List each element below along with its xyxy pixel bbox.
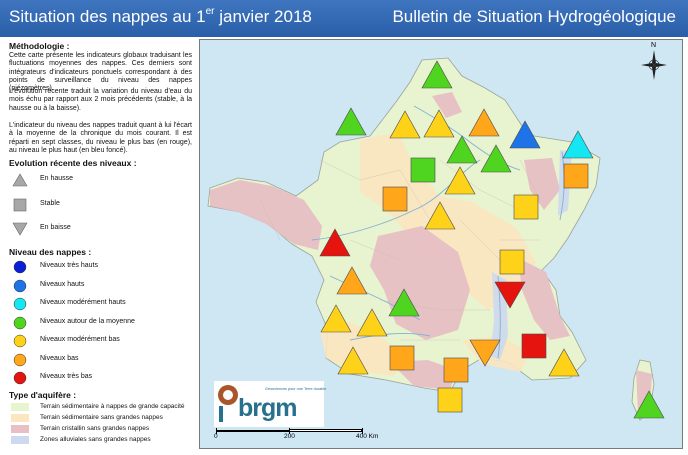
level-item: Niveaux autour de la moyenne xyxy=(12,316,198,330)
groundwater-indicator-falling xyxy=(470,340,500,366)
evolution-item-stable: Stable xyxy=(12,198,198,212)
groundwater-indicator-stable xyxy=(383,187,407,211)
evolution-title: Evolution récente des niveaux : xyxy=(9,158,137,168)
circle-icon xyxy=(12,297,28,311)
level-label: Niveaux hauts xyxy=(40,281,84,288)
groundwater-indicator-rising xyxy=(447,136,477,163)
circle-icon xyxy=(12,316,28,330)
circle-icon xyxy=(12,260,28,274)
groundwater-indicator-stable xyxy=(444,358,468,382)
brgm-logo-icon xyxy=(217,384,239,424)
level-label: Niveaux modérément bas xyxy=(40,336,120,343)
methodology-title: Méthodologie : xyxy=(9,41,69,51)
evolution-label: Stable xyxy=(40,200,60,207)
aquifer-label: Terrain sédimentaire à nappes de grande … xyxy=(40,403,185,410)
groundwater-indicator-rising xyxy=(563,131,593,158)
groundwater-indicator-rising xyxy=(336,108,366,135)
aquifer-swatch xyxy=(11,436,29,444)
logo-tagline: Géosciences pour une Terre durable xyxy=(265,387,326,391)
title-bar: Situation des nappes au 1er janvier 2018… xyxy=(0,0,688,37)
groundwater-indicator-rising xyxy=(338,347,368,374)
aquifer-label: Terrain cristallin sans grandes nappes xyxy=(40,425,149,432)
logo-wordmark: brgm xyxy=(238,394,297,423)
groundwater-indicator-rising xyxy=(357,309,387,336)
aquifer-label: Zones alluviales sans grandes nappes xyxy=(40,436,151,443)
groundwater-indicator-rising xyxy=(469,109,499,136)
groundwater-indicator-rising xyxy=(422,61,452,88)
groundwater-indicator-stable xyxy=(522,334,546,358)
groundwater-indicator-stable xyxy=(411,158,435,182)
scale-bar: 0 200 400 Km xyxy=(214,428,364,448)
level-label: Niveaux très bas xyxy=(40,373,92,380)
level-item: Niveaux modérément hauts xyxy=(12,297,198,311)
groundwater-indicator-falling xyxy=(495,282,525,308)
legend-panel: Méthodologie : Cette carte présente les … xyxy=(0,37,198,455)
groundwater-indicator-rising xyxy=(389,289,419,316)
scale-label-0: 0 xyxy=(214,433,218,440)
circle-icon xyxy=(12,279,28,293)
title-sup: er xyxy=(206,6,215,17)
level-item: Niveaux très bas xyxy=(12,371,198,385)
groundwater-indicator-stable xyxy=(390,346,414,370)
methodology-paragraph-2: L'évolution récente traduit la variation… xyxy=(9,88,192,113)
level-item: Niveaux très hauts xyxy=(12,260,198,274)
level-label: Niveaux très hauts xyxy=(40,262,98,269)
triangle-up-icon xyxy=(12,173,28,187)
groundwater-indicator-rising xyxy=(320,229,350,256)
evolution-item-down: En baisse xyxy=(12,222,198,236)
groundwater-indicator-rising xyxy=(634,391,664,418)
triangle-down-icon xyxy=(12,222,28,236)
circle-icon xyxy=(12,371,28,385)
groundwater-indicator-rising xyxy=(390,111,420,138)
evolution-item-up: En hausse xyxy=(12,173,198,187)
circle-icon xyxy=(12,334,28,348)
groundwater-indicator-stable xyxy=(438,388,462,412)
level-label: Niveaux modérément hauts xyxy=(40,299,126,306)
groundwater-indicator-rising xyxy=(481,145,511,172)
aquifer-swatch xyxy=(11,425,29,433)
aquifer-label: Terrain sédimentaire sans grandes nappes xyxy=(40,414,163,421)
groundwater-indicator-rising xyxy=(425,202,455,229)
compass-rose-icon xyxy=(641,50,667,80)
map-title: Situation des nappes au 1er janvier 2018 xyxy=(9,7,312,27)
groundwater-indicator-rising xyxy=(549,349,579,376)
title-end: janvier 2018 xyxy=(215,7,312,26)
groundwater-indicator-stable xyxy=(564,164,588,188)
aquifer-swatch xyxy=(11,414,29,422)
title-main: Situation des nappes au 1 xyxy=(9,7,206,26)
bulletin-title: Bulletin de Situation Hydrogéologique xyxy=(392,7,676,27)
evolution-label: En hausse xyxy=(40,175,73,182)
scale-label-200: 200 xyxy=(284,433,295,440)
evolution-label: En baisse xyxy=(40,224,71,231)
groundwater-indicator-rising xyxy=(424,110,454,137)
groundwater-indicator-rising xyxy=(445,167,475,194)
level-label: Niveaux autour de la moyenne xyxy=(40,318,135,325)
scale-label-400: 400 Km xyxy=(356,433,378,440)
compass-north-label: N xyxy=(651,42,656,49)
groundwater-indicator-rising xyxy=(321,305,351,332)
level-item: Niveaux bas xyxy=(12,353,198,367)
level-item: Niveaux hauts xyxy=(12,279,198,293)
groundwater-indicator-stable xyxy=(500,250,524,274)
level-label: Niveaux bas xyxy=(40,355,79,362)
square-icon xyxy=(12,198,28,212)
aquifer-swatch xyxy=(11,403,29,411)
methodology-paragraph-3: L'indicateur du niveau des nappes tradui… xyxy=(9,122,192,155)
circle-icon xyxy=(12,353,28,367)
level-item: Niveaux modérément bas xyxy=(12,334,198,348)
groundwater-indicator-rising xyxy=(337,267,367,294)
level-title: Niveau des nappes : xyxy=(9,247,91,257)
groundwater-indicator-stable xyxy=(514,195,538,219)
groundwater-indicator-rising xyxy=(510,121,540,148)
aquifer-title: Type d'aquifère : xyxy=(9,390,76,400)
